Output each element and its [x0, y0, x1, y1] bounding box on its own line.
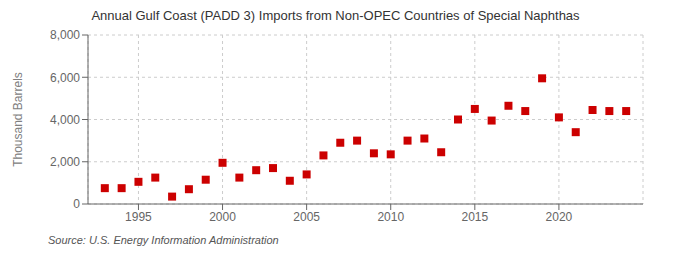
html-text:Annual Gulf Coast (PADD 3) Imp: Annual Gulf Coast (PADD 3) Imports from … [91, 8, 580, 23]
svg-text:2015: 2015 [461, 210, 488, 224]
svg-text:2005: 2005 [293, 210, 320, 224]
svg-text:4,000: 4,000 [50, 113, 80, 127]
svg-text:6,000: 6,000 [50, 71, 80, 85]
svg-text:2000: 2000 [209, 210, 236, 224]
svg-text:2020: 2020 [546, 210, 573, 224]
svg-text:1995: 1995 [125, 210, 152, 224]
svg-text:2,000: 2,000 [50, 155, 80, 169]
svg-text:8,000: 8,000 [50, 28, 80, 42]
svg-text:2010: 2010 [377, 210, 404, 224]
svg-text:Thousand Barrels: Thousand Barrels [11, 72, 25, 167]
html-text:Source: U.S. Energy Informatio: Source: U.S. Energy Information Administ… [48, 234, 279, 246]
svg-text:0: 0 [73, 197, 80, 211]
